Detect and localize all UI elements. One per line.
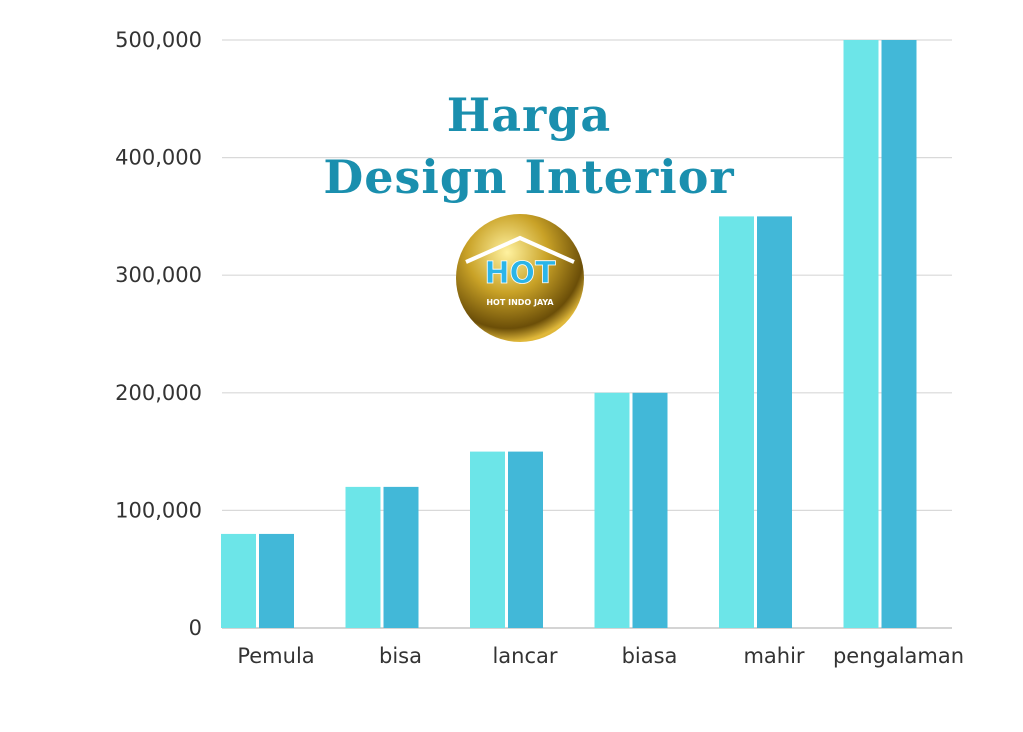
bar-lancar-series-2 — [508, 451, 543, 628]
bar-Pemula-series-2 — [259, 533, 294, 628]
y-tick-label: 200,000 — [115, 381, 202, 405]
bar-pengalaman-series-2 — [881, 40, 917, 628]
bar-bisa-series-2 — [383, 486, 419, 628]
hot-indo-jaya-logo: HOT HOT INDO JAYA — [456, 214, 584, 342]
bar-biasa-series-1 — [594, 392, 630, 628]
x-axis-labels: Pemula bisa lancar biasa mahir pengalaman — [237, 644, 964, 668]
y-tick-label: 300,000 — [115, 263, 202, 287]
x-tick-label: lancar — [492, 644, 557, 668]
chart-title-line-2: Design Interior — [323, 150, 734, 204]
bar-lancar-series-1 — [470, 451, 505, 628]
bar-bisa-series-1 — [345, 486, 381, 628]
x-tick-label: mahir — [743, 644, 804, 668]
bar-mahir-series-1 — [719, 216, 754, 628]
y-axis-ticks: 0 100,000 200,000 300,000 400,000 500,000 — [115, 28, 202, 640]
bar-biasa-series-2 — [632, 392, 668, 628]
y-tick-label: 500,000 — [115, 28, 202, 52]
bars — [221, 40, 917, 628]
x-tick-label: Pemula — [237, 644, 314, 668]
chart-title-line-1: Harga — [447, 88, 611, 142]
y-tick-label: 0 — [189, 616, 202, 640]
x-tick-label: bisa — [379, 644, 422, 668]
y-tick-label: 100,000 — [115, 498, 202, 522]
logo-text: HOT — [484, 256, 556, 291]
x-tick-label: biasa — [622, 644, 678, 668]
grid-lines — [222, 39, 952, 629]
x-tick-label: pengalaman — [833, 644, 964, 668]
bar-mahir-series-2 — [757, 216, 792, 628]
bar-pengalaman-series-1 — [843, 40, 879, 628]
y-tick-label: 400,000 — [115, 146, 202, 170]
bar-Pemula-series-1 — [221, 533, 256, 628]
logo-subtext: HOT INDO JAYA — [486, 298, 554, 307]
